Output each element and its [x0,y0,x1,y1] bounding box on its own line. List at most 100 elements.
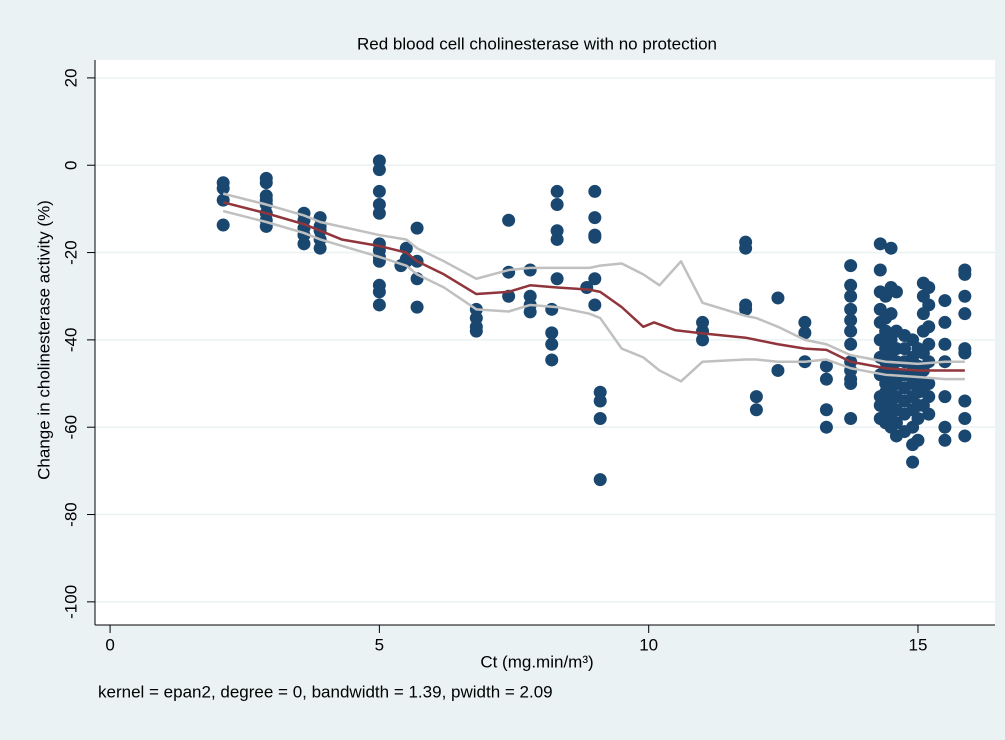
scatter-point [469,324,483,338]
scatter-point [550,232,564,246]
scatter-point [588,298,602,312]
scatter-point [938,294,952,308]
scatter-point [889,285,903,299]
y-tick-label: -100 [61,585,80,619]
scatter-point [911,433,925,447]
scatter-point [798,326,812,340]
scatter-point [844,278,858,292]
scatter-point [938,390,952,404]
y-tick-label: -40 [61,328,80,353]
x-tick-label: 0 [105,635,114,654]
x-tick-label: 5 [375,635,384,654]
scatter-point [410,221,424,235]
x-axis-label: Ct (mg.min/m³) [480,652,593,671]
scatter-point [502,213,516,227]
scatter-point [898,342,912,356]
scatter-point [297,237,311,251]
scatter-point [550,198,564,212]
scatter-point [593,473,607,487]
scatter-point [958,267,972,281]
scatter-point [844,313,858,327]
scatter-point [819,420,833,434]
y-tick-label: -20 [61,240,80,265]
scatter-point [938,433,952,447]
scatter-point [911,411,925,425]
scatter-point [819,359,833,373]
scatter-point [593,411,607,425]
scatter-point [588,184,602,198]
scatter-point [938,337,952,351]
scatter-point [550,184,564,198]
x-tick-label: 10 [639,635,658,654]
scatter-point [696,333,710,347]
scatter-point [844,377,858,391]
scatter-point [884,241,898,255]
scatter-point [844,337,858,351]
scatter-point [844,411,858,425]
fit-line [222,192,965,366]
scatter-point [771,363,785,377]
scatter-point [771,291,785,305]
scatter-point [216,181,230,195]
fit-line [222,209,965,383]
scatter-point [819,372,833,386]
scatter-point [545,302,559,316]
scatter-point [938,315,952,329]
chart-title: Red blood cell cholinesterase with no pr… [357,34,717,53]
scatter-point [873,237,887,251]
scatter-point [523,263,537,277]
scatter-point [588,211,602,225]
scatter-point [372,163,386,177]
scatter-point [884,307,898,321]
scatter-point [313,241,327,255]
scatter-point [958,307,972,321]
scatter-point [922,280,936,294]
scatter-point [819,403,833,417]
scatter-point [922,320,936,334]
y-axis-label: Change in cholinesterase activity (%) [34,200,53,480]
scatter-point [545,337,559,351]
scatter-point [906,455,920,469]
y-tick-label: 0 [61,160,80,169]
scatter-point [958,394,972,408]
scatter-point [922,407,936,421]
scatter-point [958,346,972,360]
scatter-point [588,230,602,244]
scatter-point [523,305,537,319]
scatter-point [922,355,936,369]
scatter-point [545,353,559,367]
scatter-point [938,420,952,434]
scatter-point [545,326,559,340]
scatter-point [873,263,887,277]
scatter-point [216,218,230,232]
x-tick-label: 15 [909,635,928,654]
scatter-point [372,206,386,220]
plot-region [95,60,995,625]
scatter-point [844,259,858,273]
scatter-point [372,184,386,198]
scatter-point [958,289,972,303]
scatter-point [958,429,972,443]
scatter-point [550,272,564,286]
scatter-point [259,176,273,190]
scatter-point [749,390,763,404]
fit-line [222,201,965,372]
scatter-point [958,411,972,425]
note: kernel = epan2, degree = 0, bandwidth = … [98,682,553,701]
y-tick-label: -80 [61,502,80,527]
scatter-point [844,324,858,338]
scatter-point [922,337,936,351]
scatter-point [739,302,753,316]
scatter-point [410,300,424,314]
scatter-point [372,298,386,312]
scatter-point [844,302,858,316]
scatter-point [798,315,812,329]
scatter-point [844,289,858,303]
scatter-point [889,416,903,430]
y-tick-label: -60 [61,415,80,440]
y-tick-label: 20 [61,68,80,87]
plot-layer: -100 -80 -60 -40 -20 0 20 0 5 10 15 [61,60,995,654]
scatter-point [922,390,936,404]
